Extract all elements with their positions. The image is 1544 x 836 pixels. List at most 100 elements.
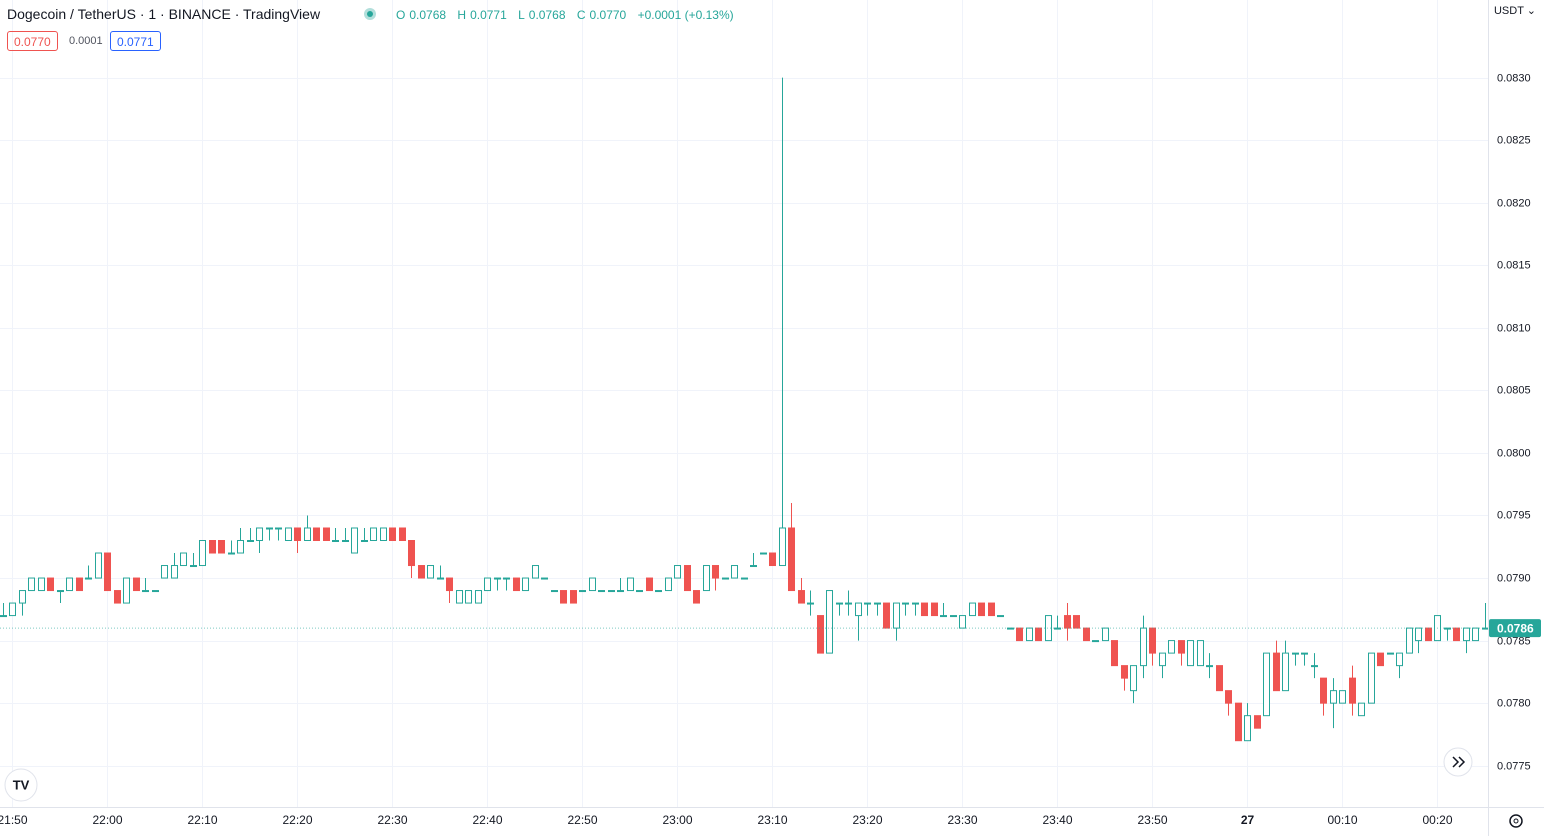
- y-tick-label: 0.0775: [1497, 760, 1531, 772]
- candle-body: [1377, 652, 1384, 667]
- candle-body: [1453, 627, 1460, 642]
- currency-selector[interactable]: USDT ⌄: [1493, 5, 1536, 17]
- candle-body: [940, 615, 947, 618]
- candle-body: [427, 565, 434, 579]
- y-tick-label: 0.0830: [1497, 72, 1531, 84]
- candle-body: [351, 527, 358, 554]
- candle-body: [950, 615, 957, 618]
- candle-body: [275, 527, 282, 530]
- candle-body: [1178, 640, 1185, 654]
- candle-body: [294, 527, 301, 542]
- candle-body: [646, 577, 653, 592]
- y-tick-label: 0.0815: [1497, 259, 1531, 271]
- candle-body: [475, 590, 482, 604]
- candle-body: [437, 577, 444, 580]
- candle-body: [161, 565, 168, 579]
- tv-logo[interactable]: TV: [4, 768, 38, 802]
- candle-body: [551, 590, 558, 593]
- candle-body: [874, 602, 881, 605]
- y-tick-label: 0.0810: [1497, 322, 1531, 334]
- candle-body: [389, 527, 396, 542]
- candle-body: [399, 527, 406, 542]
- candle-body: [1225, 690, 1232, 704]
- candle-body: [1121, 665, 1128, 679]
- candle-body: [1244, 715, 1251, 742]
- candle-body: [1320, 677, 1327, 704]
- candle-body: [722, 577, 729, 580]
- candle-body: [1064, 615, 1071, 629]
- candle-body: [902, 602, 909, 605]
- candle-body: [418, 565, 425, 579]
- candle-body: [142, 590, 149, 593]
- legend-change: +0.0001 (+0.13%): [637, 8, 734, 22]
- candle-body: [85, 577, 92, 580]
- scroll-right-button[interactable]: [1443, 747, 1473, 777]
- legend-high: H 0.0771: [457, 8, 510, 22]
- candle-body: [855, 602, 862, 617]
- x-tick-label: 23:40: [1042, 813, 1072, 827]
- candle-body: [579, 590, 586, 593]
- candle-body: [1292, 652, 1299, 655]
- candle-body: [323, 527, 330, 542]
- candle-body: [893, 602, 900, 629]
- value: 0.0771: [470, 8, 507, 22]
- candle-body: [1396, 652, 1403, 667]
- candle-body: [342, 540, 349, 543]
- candle-body: [826, 590, 833, 654]
- sell-button[interactable]: 0.0770: [7, 31, 58, 51]
- candle-body: [541, 577, 548, 580]
- candle-body: [693, 590, 700, 604]
- candle-body: [883, 602, 890, 629]
- candle-body: [1349, 677, 1356, 704]
- candle-body: [1007, 627, 1014, 630]
- candle-body: [1216, 665, 1223, 692]
- candle-body: [171, 565, 178, 579]
- candle-body: [1092, 640, 1099, 643]
- last-price-label: 0.0786: [1497, 621, 1534, 635]
- candle-body: [750, 565, 757, 568]
- candle-body: [1282, 652, 1289, 692]
- candle-body: [1273, 652, 1280, 692]
- label: O: [396, 8, 406, 22]
- candle-body: [1263, 652, 1270, 717]
- candle-body: [95, 552, 102, 579]
- buy-button[interactable]: 0.0771: [110, 31, 161, 51]
- candle-body: [380, 527, 387, 542]
- candle-body: [570, 590, 577, 604]
- candle-body: [408, 540, 415, 567]
- x-tick-label: 23:20: [852, 813, 882, 827]
- symbol-title: Dogecoin / TetherUS · 1 · BINANCE · Trad…: [7, 6, 321, 22]
- candle-body: [1197, 640, 1204, 667]
- legend-close: C 0.0770: [577, 8, 630, 22]
- candle-body: [114, 590, 121, 604]
- candle-body: [1358, 702, 1365, 717]
- candle-body: [1206, 665, 1213, 668]
- value: 0.0770: [589, 8, 627, 22]
- candle-body: [1235, 702, 1242, 742]
- candle-body: [788, 527, 795, 592]
- candle-body: [76, 577, 83, 592]
- candle-body: [627, 577, 634, 592]
- candle-body: [1149, 627, 1156, 654]
- settings-button[interactable]: [1509, 814, 1523, 828]
- candle-body: [1140, 627, 1147, 667]
- y-tick-label: 0.0805: [1497, 384, 1531, 396]
- candle-body: [703, 565, 710, 592]
- candle-body: [1387, 652, 1394, 655]
- candle-body: [997, 615, 1004, 618]
- candle-body: [57, 590, 64, 593]
- candle-body: [817, 615, 824, 654]
- x-tick-label: 23:10: [757, 813, 787, 827]
- label: C: [576, 8, 586, 22]
- candle-body: [484, 577, 491, 592]
- candle-body: [513, 577, 520, 592]
- candle-body: [617, 590, 624, 593]
- candle-body: [741, 577, 748, 580]
- x-tick-label: 00:20: [1422, 813, 1452, 827]
- value: 0.0768: [409, 8, 447, 22]
- candle-body: [247, 540, 254, 543]
- candle-body: [446, 577, 453, 592]
- currency: USDT: [1493, 5, 1524, 17]
- x-tick-label: 22:10: [187, 813, 217, 827]
- candle-body: [1330, 690, 1337, 704]
